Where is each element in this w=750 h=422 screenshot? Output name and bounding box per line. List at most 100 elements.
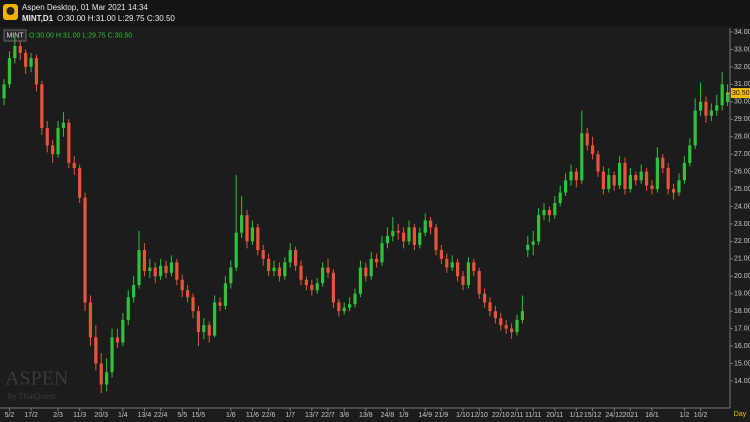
candle-body xyxy=(175,262,179,280)
candle-body xyxy=(353,293,357,305)
candle-body xyxy=(375,258,379,263)
x-tick-label: 13/8 xyxy=(359,412,373,419)
candle-body xyxy=(250,227,255,242)
candle-body xyxy=(466,262,470,285)
x-tick-label: 15/12 xyxy=(584,412,602,419)
x-tick-label: 1/4 xyxy=(118,412,128,419)
candle-body xyxy=(634,175,638,181)
candle-body xyxy=(283,262,287,277)
candle-body xyxy=(450,262,454,268)
candle-body xyxy=(294,250,298,266)
watermark: ASPEN xyxy=(5,368,68,390)
candle-body xyxy=(661,157,665,169)
y-tick-label: 25.00 xyxy=(734,186,750,193)
candle-body xyxy=(261,250,265,259)
candle-body xyxy=(245,215,249,242)
candle-body xyxy=(369,258,373,277)
candle-body xyxy=(213,302,217,336)
symbol: MINT,D1 xyxy=(22,14,54,23)
candle-body xyxy=(429,220,433,228)
y-tick-label: 16.00 xyxy=(734,343,750,350)
candle-body xyxy=(364,267,368,277)
candle-body xyxy=(504,325,508,329)
x-tick-label: 17/2 xyxy=(24,412,38,419)
candle-body xyxy=(121,319,125,343)
candle-body xyxy=(132,284,136,298)
candle-body xyxy=(677,180,681,193)
candle-body xyxy=(115,337,120,343)
y-tick-label: 22.00 xyxy=(734,238,750,245)
candle-body xyxy=(472,262,476,272)
x-tick-label: 12/10 xyxy=(470,412,488,419)
x-tick-label: 20/3 xyxy=(94,412,108,419)
candle-body xyxy=(396,230,400,233)
candle-body xyxy=(590,145,595,155)
candle-body xyxy=(488,302,492,312)
y-tick-label: 24.00 xyxy=(734,203,750,210)
candle-body xyxy=(477,271,481,294)
x-tick-label: 1/6 xyxy=(226,412,236,419)
y-tick-label: 23.00 xyxy=(734,221,750,228)
candle-body xyxy=(218,302,222,306)
candle-body xyxy=(536,215,541,242)
candle-body xyxy=(644,171,649,186)
y-tick-label: 18.00 xyxy=(734,308,750,315)
x-tick-label: 13/4 xyxy=(138,412,152,419)
chart-ohlc: O:30.00 H:31.00 L:29.75 C:30.50 xyxy=(29,32,132,39)
candle-body xyxy=(169,262,174,273)
candle-body xyxy=(563,180,568,193)
x-tick-label: 11/11 xyxy=(525,412,542,419)
candle-body xyxy=(24,52,28,67)
candle-body xyxy=(94,337,98,364)
candle-body xyxy=(61,122,66,128)
candle-body xyxy=(186,290,190,298)
candle-body xyxy=(704,101,708,116)
price-tag: 30.50 xyxy=(732,90,750,97)
candle-body xyxy=(509,328,514,333)
header-bar xyxy=(0,0,750,27)
candle-body xyxy=(520,311,524,320)
ohlc-header: O:30.00 H:31.00 L:29.75 C:30.50 xyxy=(57,14,175,23)
x-tick-label: 18/1 xyxy=(645,412,659,419)
candle-body xyxy=(331,272,336,303)
app-title: Aspen Desktop, 01 Mar 2021 14:34 xyxy=(22,3,148,12)
candle-body xyxy=(7,58,12,85)
candle-body xyxy=(142,250,147,272)
candle-body xyxy=(650,185,654,190)
candle-body xyxy=(2,84,6,99)
x-tick-label: 2/3 xyxy=(53,412,63,419)
candle-body xyxy=(358,267,363,294)
candle-body xyxy=(671,189,676,193)
y-tick-label: 31.00 xyxy=(734,81,750,88)
candle-body xyxy=(445,258,449,268)
candle-body xyxy=(180,279,184,291)
y-tick-label: 32.00 xyxy=(734,64,750,71)
candle-body xyxy=(601,171,605,190)
candle-body xyxy=(207,325,211,336)
candle-body xyxy=(558,192,562,203)
candle-body xyxy=(482,293,487,303)
candle-body xyxy=(256,227,260,251)
y-tick-label: 20.00 xyxy=(734,273,750,280)
candle-body xyxy=(202,325,206,333)
candle-body xyxy=(623,162,627,190)
y-tick-label: 26.00 xyxy=(734,168,750,175)
x-tick-label: 24/8 xyxy=(381,412,395,419)
candle-body xyxy=(88,302,93,338)
x-tick-label: 1/10 xyxy=(456,412,470,419)
x-tick-label: 3/8 xyxy=(339,412,349,419)
x-tick-label: 21/9 xyxy=(435,412,449,419)
candle-body xyxy=(531,241,535,245)
x-tick-label: 13/7 xyxy=(305,412,319,419)
y-tick-label: 15.00 xyxy=(734,360,750,367)
candle-body xyxy=(299,265,303,280)
y-tick-label: 19.00 xyxy=(734,291,750,298)
x-tick-label: 22/7 xyxy=(321,412,335,419)
candle-body xyxy=(553,202,557,216)
candle-body xyxy=(321,267,325,284)
candle-body xyxy=(574,171,578,181)
candle-body xyxy=(105,372,109,385)
candle-body xyxy=(547,209,551,216)
candle-body xyxy=(83,197,87,303)
